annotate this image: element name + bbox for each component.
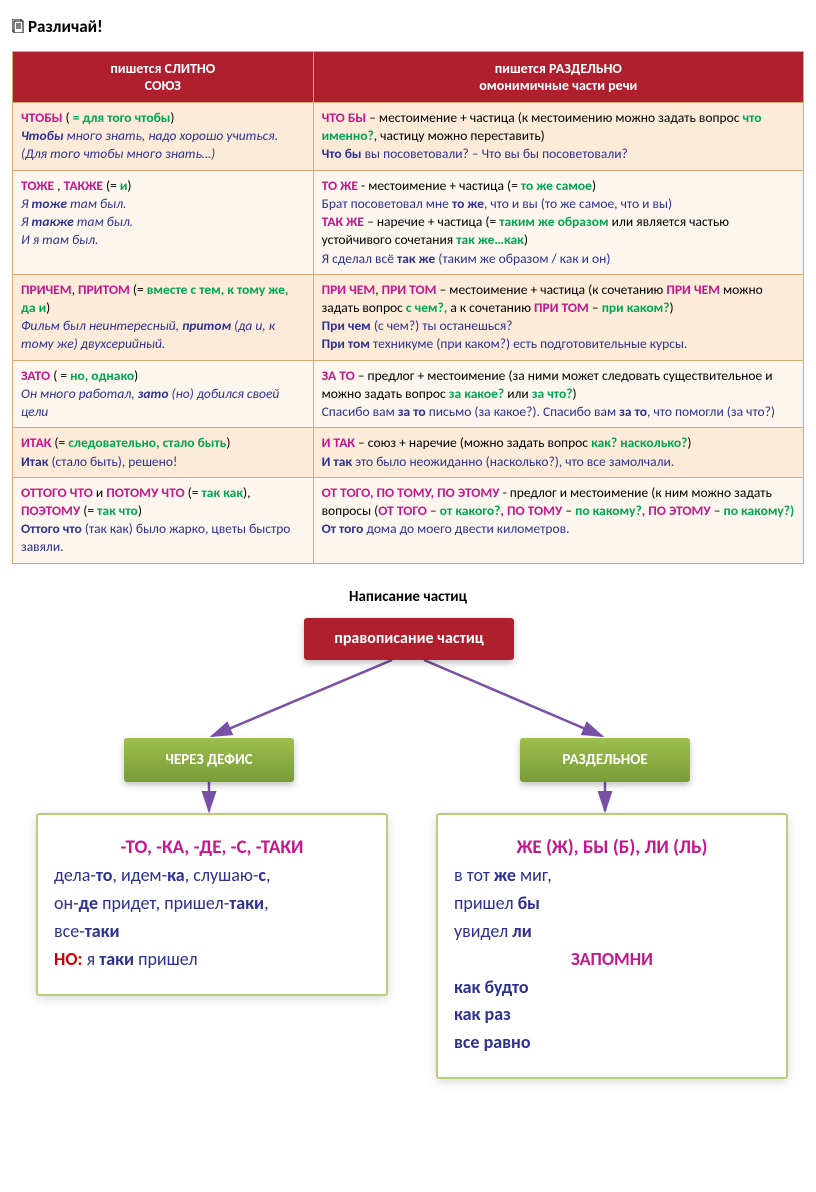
th-left: пишется СЛИТНО СОЮЗ [13, 52, 314, 103]
page-title: Различай! [12, 16, 804, 37]
table-row: ТОЖЕ , ТАКЖЕ (= и) Я тоже там был. Я так… [13, 170, 804, 274]
table-row: ЗАТО ( = но, однако) Он много работал, з… [13, 360, 804, 428]
table-row: ПРИЧЕМ, ПРИТОМ (= вместе с тем, к тому ж… [13, 274, 804, 360]
comparison-table: пишется СЛИТНО СОЮЗ пишется РАЗДЕЛЬНО ом… [12, 51, 804, 564]
diagram-right-label: РАЗДЕЛЬНОЕ [520, 738, 690, 782]
particles-diagram: правописание частиц ЧЕРЕЗ ДЕФИС РАЗДЕЛЬН… [12, 618, 804, 1038]
document-icon [12, 17, 24, 31]
table-row: ЧТОБЫ ( = для того чтобы) Чтобы много зн… [13, 103, 804, 171]
th-right: пишется РАЗДЕЛЬНО омонимичные части речи [313, 52, 803, 103]
card-hyphen: -ТО, -КА, -ДЕ, -С, -ТАКИ дела-то, идем-к… [36, 813, 388, 996]
card-separate: ЖЕ (Ж), БЫ (Б), ЛИ (ЛЬ) в тот же миг, пр… [436, 813, 788, 1080]
table-row: ИТАК (= следовательно, стало быть) Итак … [13, 428, 804, 477]
title-text: Различай! [28, 16, 103, 37]
diagram-root: правописание частиц [304, 618, 514, 660]
table-row: ОТТОГО ЧТО и ПОТОМУ ЧТО (= так как), ПОЭ… [13, 477, 804, 563]
diagram-left-label: ЧЕРЕЗ ДЕФИС [124, 738, 294, 782]
subtitle: Написание частиц [12, 588, 804, 606]
